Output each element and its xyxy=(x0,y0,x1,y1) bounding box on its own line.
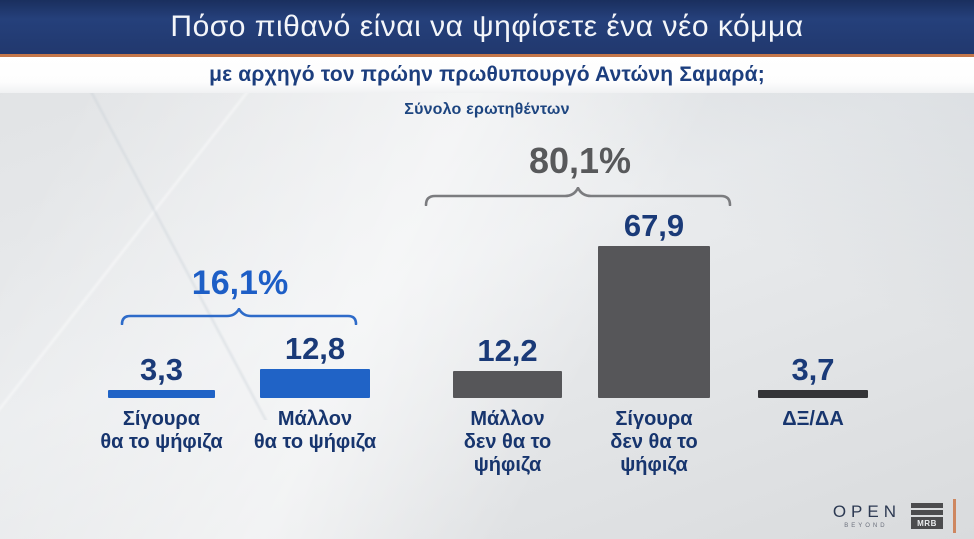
open-logo-subtext: BEYOND xyxy=(844,523,888,529)
mrb-logo-stripe xyxy=(911,503,943,508)
footer-logos: OPEN BEYOND MRB xyxy=(828,499,956,533)
bar-rect xyxy=(453,371,562,398)
group1-bracket-path xyxy=(120,308,358,325)
open-tv-logo: OPEN BEYOND xyxy=(828,503,901,529)
bar-group-sigoura-tha: 3,3 xyxy=(108,354,215,398)
header-band: Πόσο πιθανό είναι να ψηφίσετε ένα νέο κό… xyxy=(0,0,974,54)
bar-rect xyxy=(108,390,215,398)
group2-bracket xyxy=(424,187,732,206)
mrb-logo: MRB xyxy=(911,503,943,529)
bar-rect xyxy=(260,369,370,398)
bar-group-sigoura-den: 67,9 xyxy=(598,210,710,398)
group2-total-label: 80,1% xyxy=(528,140,632,181)
bar-group-mallon-tha: 12,8 xyxy=(260,333,370,398)
mrb-logo-text: MRB xyxy=(911,517,943,529)
group1-total-label: 16,1% xyxy=(191,264,289,302)
bar-group-mallon-den: 12,2 xyxy=(453,335,562,398)
bar-rect xyxy=(598,246,710,398)
bar-rect xyxy=(758,390,868,398)
group1-bracket xyxy=(120,308,358,325)
bar-label: ΔΞ/ΔΑ xyxy=(782,408,844,430)
page-title: Πόσο πιθανό είναι να ψηφίσετε ένα νέο κό… xyxy=(170,10,804,43)
bar-value: 3,3 xyxy=(139,352,184,387)
open-logo-text: OPEN xyxy=(832,502,901,521)
bar-label: Σίγουρα δεν θα το ψήφιζα xyxy=(610,408,698,476)
bar-value: 12,2 xyxy=(477,333,538,368)
header-divider xyxy=(0,54,974,57)
bar-label: Μάλλον δεν θα το ψήφιζα xyxy=(463,408,552,476)
page-subtitle: με αρχηγό τον πρώην πρωθυπουργό Αντώνη Σ… xyxy=(209,63,765,86)
group2-bracket-path xyxy=(424,187,732,206)
bar-label: Σίγουρα θα το ψήφιζα xyxy=(100,408,223,453)
bar-value: 3,7 xyxy=(791,352,835,387)
accent-line xyxy=(953,499,956,533)
bar-label: Μάλλον θα το ψήφιζα xyxy=(253,408,377,453)
mrb-logo-stripe xyxy=(911,510,943,515)
chart-note: Σύνολο ερωτηθέντων xyxy=(404,101,570,118)
bar-group-dxda: 3,7 xyxy=(758,354,868,398)
subtitle-band: με αρχηγό τον πρώην πρωθυπουργό Αντώνη Σ… xyxy=(0,57,974,93)
bar-value: 67,9 xyxy=(623,208,685,243)
bar-value: 12,8 xyxy=(284,331,346,366)
